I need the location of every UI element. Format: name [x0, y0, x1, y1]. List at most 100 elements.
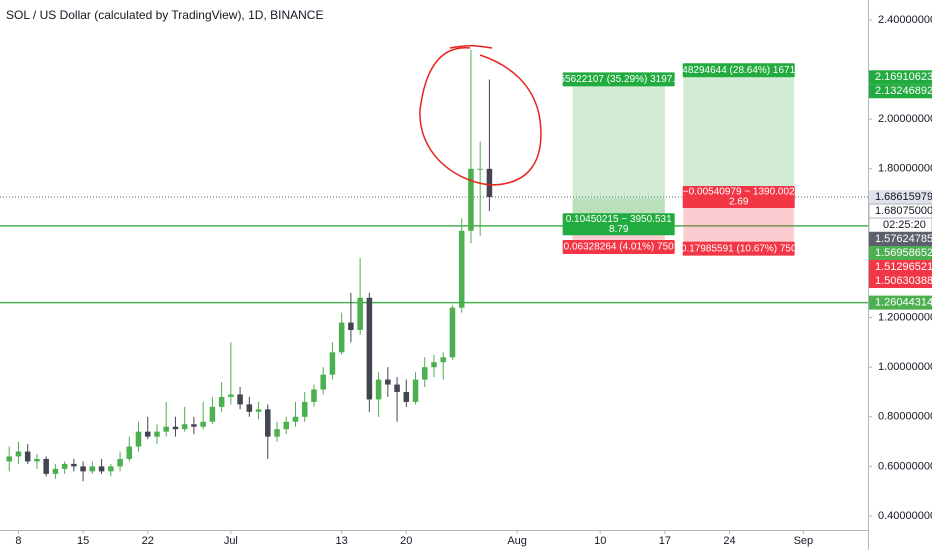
candle-body — [89, 466, 96, 472]
y-tick-label: 0.80000000 — [878, 411, 932, 423]
price-label: 2.13246892 — [875, 85, 932, 97]
candle-body — [311, 389, 317, 402]
candle-body — [43, 458, 49, 474]
candle-body — [15, 451, 22, 457]
candle-body — [329, 352, 336, 375]
candle-body — [458, 230, 465, 308]
candle-body — [403, 391, 410, 402]
price-label: 1.68615979 — [875, 191, 932, 203]
candle-body — [228, 394, 234, 397]
y-tick-label: 2.40000000 — [878, 14, 932, 26]
pl-label-bg — [562, 213, 675, 236]
stop-label-bg — [562, 239, 675, 254]
x-tick-label: Jul — [224, 535, 238, 547]
candle-body — [172, 426, 179, 430]
candle-body — [52, 468, 59, 474]
candle-body — [366, 297, 373, 400]
y-tick-label: 2.00000000 — [878, 113, 932, 125]
candle-body — [135, 431, 142, 447]
price-label-bg — [869, 246, 932, 261]
target-label-bg — [562, 72, 675, 87]
candle-body — [117, 458, 123, 467]
y-tick-label: 1.80000000 — [878, 163, 932, 175]
price-label-bg — [869, 70, 932, 85]
price-label: 1.56958652 — [875, 247, 932, 259]
candle-body — [246, 404, 253, 412]
x-tick-label: Sep — [794, 535, 814, 547]
pl-label: 0.10450215 ~ 3950.531 — [566, 214, 672, 225]
candle-body — [61, 463, 68, 469]
y-tick-label: 1.00000000 — [878, 361, 932, 373]
candle-body — [274, 429, 280, 437]
x-tick-label: 20 — [400, 535, 412, 547]
candle-body — [283, 421, 290, 430]
price-label-bg — [869, 232, 932, 247]
target-label-bg — [682, 63, 795, 78]
candle-body — [375, 379, 382, 400]
pl-label: 2.69 — [729, 197, 749, 208]
candle-body — [449, 307, 456, 358]
candle-body — [34, 458, 40, 462]
price-label: 1.57624785 — [875, 233, 932, 245]
candle-body — [348, 322, 354, 330]
candle-body — [191, 424, 197, 427]
plot-area: 0.55622107 (35.29%) 3197.37 0.06328264 (4… — [0, 49, 868, 482]
candle-body — [338, 322, 345, 353]
candle-body — [218, 396, 225, 407]
price-label-bg — [869, 84, 932, 99]
candle-body — [431, 362, 437, 368]
candle-body — [71, 463, 77, 467]
candle-body — [126, 446, 133, 459]
candle-body — [237, 394, 243, 405]
candle-body — [394, 384, 400, 392]
x-tick-label: 22 — [142, 535, 154, 547]
candle-body — [6, 456, 13, 462]
x-tick-label: 17 — [659, 535, 671, 547]
profit-zone — [572, 86, 665, 225]
candle-body — [412, 379, 419, 402]
candle-body — [320, 374, 326, 390]
candle-body — [421, 367, 428, 380]
candle-body — [468, 168, 474, 231]
x-tick-label: 10 — [594, 535, 606, 547]
candle-body — [108, 466, 114, 472]
price-label-bg — [869, 260, 932, 275]
candle-body — [98, 466, 105, 472]
candle-body — [80, 466, 86, 472]
candle-body — [357, 297, 363, 330]
price-label-bg — [869, 274, 932, 289]
stop-label: 0.17985591 (10.67%) 750 — [681, 243, 797, 254]
candle-body — [265, 409, 271, 437]
price-label-bg — [869, 190, 932, 205]
price-label: 1.26044314 — [875, 297, 932, 309]
y-tick-label: 0.40000000 — [878, 510, 932, 522]
profit-zone — [683, 77, 795, 198]
x-tick-label: 24 — [723, 535, 735, 547]
y-tick-label: 1.20000000 — [878, 311, 932, 323]
x-tick-label: 13 — [336, 535, 348, 547]
stop-label-bg — [682, 241, 795, 256]
chart-title: SOL / US Dollar (calculated by TradingVi… — [6, 8, 323, 22]
price-label: 1.50630388 — [875, 275, 932, 287]
stop-label: 0.06328264 (4.01%) 750 — [564, 242, 675, 253]
candle-body — [255, 409, 262, 412]
pl-label: −0.00540979 ~ 1390.002 — [683, 187, 795, 198]
candle-body — [385, 379, 391, 385]
candle-body — [209, 406, 216, 422]
hand-drawn-circle — [419, 44, 542, 186]
target-label: 0.48294644 (28.64%) 1671.3 — [674, 65, 804, 76]
candle-body — [301, 401, 308, 417]
candle-body — [477, 168, 483, 170]
countdown: 02:25:20 — [883, 219, 926, 231]
candle-body — [181, 424, 188, 430]
target-label: 0.55622107 (35.29%) 3197.37 — [551, 74, 687, 85]
pl-label-bg — [682, 186, 795, 209]
x-tick-label: 8 — [15, 535, 21, 547]
candle-body — [440, 357, 447, 363]
y-tick-label: 0.60000000 — [878, 460, 932, 472]
x-tick-label: 15 — [77, 535, 89, 547]
candle-body — [200, 421, 206, 427]
price-label: 1.51296521 — [875, 261, 932, 273]
